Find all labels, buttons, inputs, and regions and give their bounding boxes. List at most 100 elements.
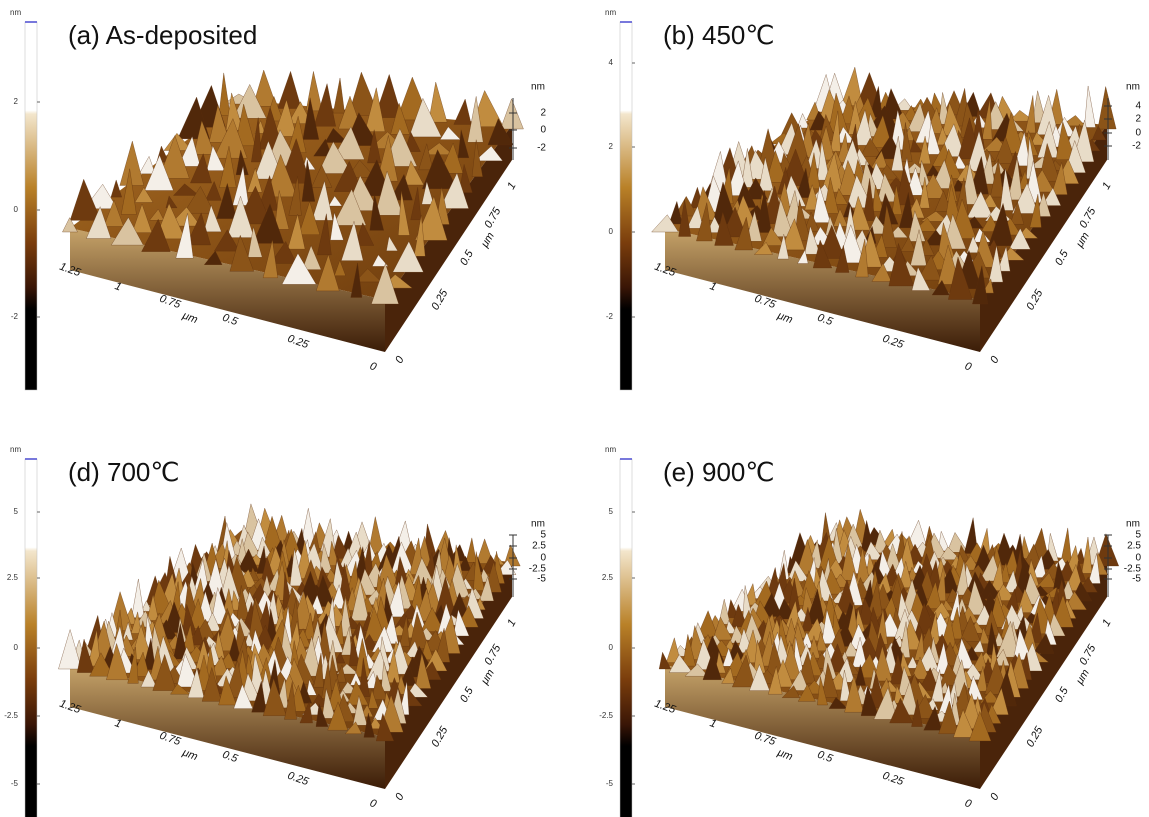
surface-peak [273,99,297,137]
surface-wall [980,562,1107,789]
y-tick-label: 0.5 [1053,685,1071,705]
y-tick-label: 0.75 [1077,642,1099,667]
colorbar-unit: nm [605,8,616,17]
surface-peak [439,142,464,174]
surface-peak [853,109,874,146]
surface-peak [891,185,903,215]
surface-peak [988,245,1004,283]
x-tick-label: 0.25 [881,333,906,352]
surface-peak [418,143,434,171]
surface-peak [839,669,852,702]
z-axis-unit: nm [531,82,545,93]
x-tick-label: 0.5 [816,749,835,766]
surface-peak [971,651,988,672]
surface-peak [386,581,406,618]
surface-peak [375,712,395,742]
y-axis-label: μm [1073,230,1091,250]
surface-peak [812,185,831,223]
surface-peak [923,705,942,731]
y-tick-label: 0.25 [1024,287,1046,312]
surface-peak [1038,142,1061,182]
surface-peak [89,652,114,677]
surface-peak [889,697,914,724]
surface-peak [76,638,95,673]
surface-peak [333,651,346,664]
surface-peak [762,227,785,246]
surface-peak [918,136,931,164]
surface-peak [833,188,849,205]
surface-peak [1097,86,1117,130]
surface-peak [158,135,190,179]
surface-peak [1014,131,1031,167]
surface-peak [415,653,432,689]
surface-peak [354,222,375,246]
surface-peak [777,234,789,260]
surface-peak [315,703,329,727]
surface-peak [1036,192,1051,217]
colorbar-unit: nm [10,445,21,454]
surface-peak [334,259,346,276]
surface-peak [173,623,188,660]
surface-peak [651,214,679,233]
surface-peak [331,534,351,559]
z-tick-label: 0 [1135,128,1141,139]
afm-panel: (a) As-depositednm20-21.2510.750.50.250μ… [10,8,546,391]
surface-peak [363,712,375,738]
surface-peak [350,262,363,298]
x-tick-label: 1 [708,280,718,293]
surface-peak [906,656,919,669]
surface-peak [439,172,469,209]
surface-peak [935,642,951,675]
colorbar-tick-label: -2 [11,312,19,321]
surface-peak [374,170,404,216]
surface-peak [203,250,223,265]
surface-peak [465,537,477,563]
surface-peak [313,138,332,157]
surface-peak [213,229,240,252]
surface-peak [474,145,503,161]
surface-peak [891,136,904,171]
surface-peak [706,216,723,233]
surface-peak [265,154,298,197]
surface-peak [315,253,340,292]
surface-wall [665,228,980,352]
surface-peak [1095,533,1119,567]
z-tick-label: 0 [540,125,546,136]
surface-peak [871,262,892,282]
surface-peak [371,674,389,700]
x-axis-label: μm [180,309,199,326]
surface-peak [975,666,988,692]
surface-peak [420,638,434,660]
surface-peak [938,700,959,734]
colorbar-tick-label: 5 [609,507,614,516]
surface-peak [758,157,774,191]
surface-peak [311,164,333,188]
surface-peak [398,190,410,236]
surface-peak [1017,169,1029,190]
y-tick-label: 1 [1100,617,1113,628]
x-axis-label: μm [180,746,199,763]
surface-peak [317,141,353,174]
surface-peak [313,574,335,607]
surface-peak [678,199,692,237]
surface-peak [177,135,201,167]
surface-peak [244,632,255,647]
surface-peak [714,651,726,674]
x-tick-label: 1 [113,717,123,730]
surface-peak [62,217,78,233]
surface-peak [815,631,828,652]
y-axis-label: μm [478,230,496,250]
surface-peak [262,678,287,716]
surface-peak [994,136,1015,164]
surface-peak [848,195,871,231]
z-tick-label: 5 [540,530,546,541]
surface-peak [236,585,250,620]
colorbar-tick-label: 0 [14,205,19,214]
x-tick-label: 1 [708,717,718,730]
surface-peak [420,607,444,632]
surface-peak [926,122,941,155]
surface-peak [414,196,448,241]
surface-peak [743,177,768,200]
surface-peak [946,532,969,553]
